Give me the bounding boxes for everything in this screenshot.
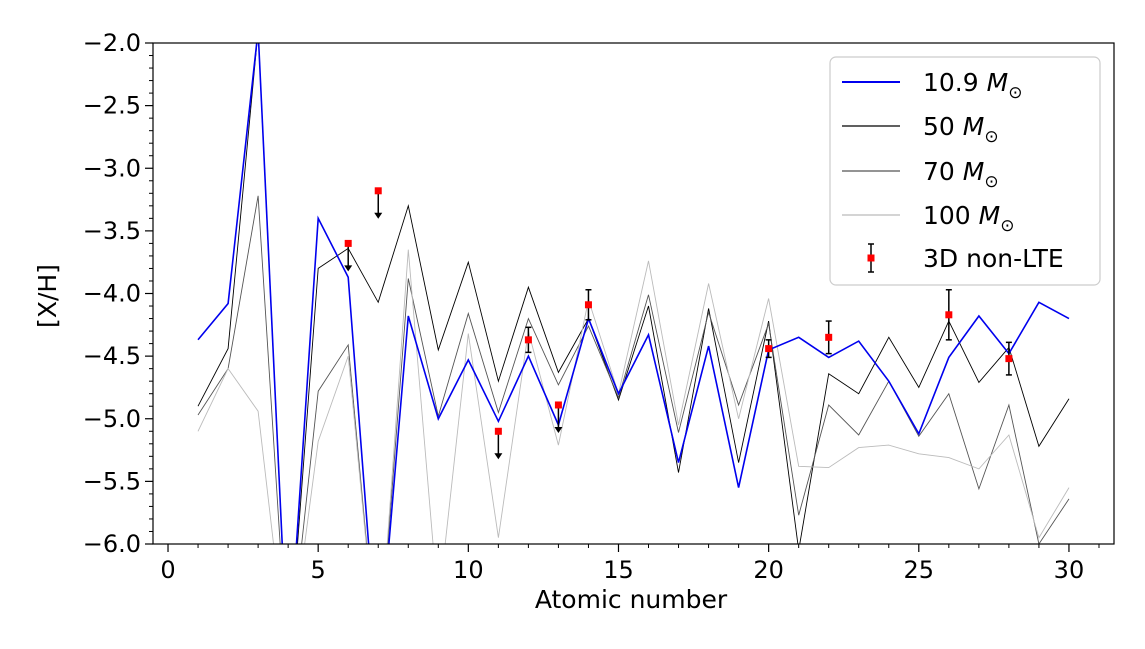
observation-point (554, 401, 562, 409)
x-tick-label: 15 (603, 556, 634, 584)
observation-point (584, 301, 592, 309)
legend-label-70: 70 M⊙ (923, 157, 999, 192)
y-tick-label: −5.0 (83, 405, 141, 433)
observation-point (374, 187, 382, 195)
legend-label-observations: 3D non-LTE (923, 244, 1064, 273)
y-tick-label: −2.5 (83, 92, 141, 120)
x-tick-label: 25 (904, 556, 935, 584)
series-line-100 (197, 249, 1070, 544)
legend-observation-marker (867, 254, 875, 262)
upper-limit-arrow-head (494, 453, 503, 460)
y-tick-label: −3.5 (83, 217, 141, 245)
x-axis-label: Atomic number (535, 585, 728, 614)
y-tick-label: −4.5 (83, 342, 141, 370)
observation-point (524, 336, 532, 344)
upper-limit-arrow-head (374, 212, 383, 219)
y-tick-label: −4.0 (83, 280, 141, 308)
observation-point (344, 239, 352, 247)
series-lines (197, 43, 1070, 544)
x-tick-label: 5 (311, 556, 326, 584)
x-tick-label: 0 (160, 556, 175, 584)
series-line-70 (197, 195, 1070, 544)
legend-label-50: 50 M⊙ (923, 112, 999, 147)
x-tick-label: 20 (753, 556, 784, 584)
y-axis-label: [X/H] (33, 264, 62, 328)
legend-box (829, 56, 1101, 286)
series-line-10-9 (197, 43, 1070, 544)
observation-point (494, 427, 502, 435)
series-line-50 (197, 43, 1070, 544)
legend-label-100: 100 M⊙ (923, 201, 1015, 236)
y-tick-label: −5.5 (83, 467, 141, 495)
observation-point (1005, 355, 1013, 363)
y-tick-label: −3.0 (83, 154, 141, 182)
legend: 10.9 M⊙ 50 M⊙ 70 M⊙ 100 M⊙ 3D non-LTE (829, 56, 1101, 286)
observation-markers (344, 187, 1013, 460)
x-tick-label: 10 (453, 556, 484, 584)
y-tick-label: −2.0 (83, 29, 141, 57)
legend-label-10-9: 10.9 M⊙ (923, 68, 1022, 103)
x-tick-label: 30 (1054, 556, 1085, 584)
y-tick-label: −6.0 (83, 530, 141, 558)
upper-limit-arrow-head (554, 426, 563, 433)
axis-tick-labels: 0 5 10 15 20 25 30 −2.0 −2.5 −3.0 −3.5 −4.0 −4.5 −5.0… (83, 29, 1085, 584)
observation-point (945, 311, 953, 319)
observation-point (825, 333, 833, 341)
observation-point (765, 345, 773, 353)
axis-ticks (145, 42, 1100, 552)
upper-limit-arrow-head (344, 265, 353, 272)
